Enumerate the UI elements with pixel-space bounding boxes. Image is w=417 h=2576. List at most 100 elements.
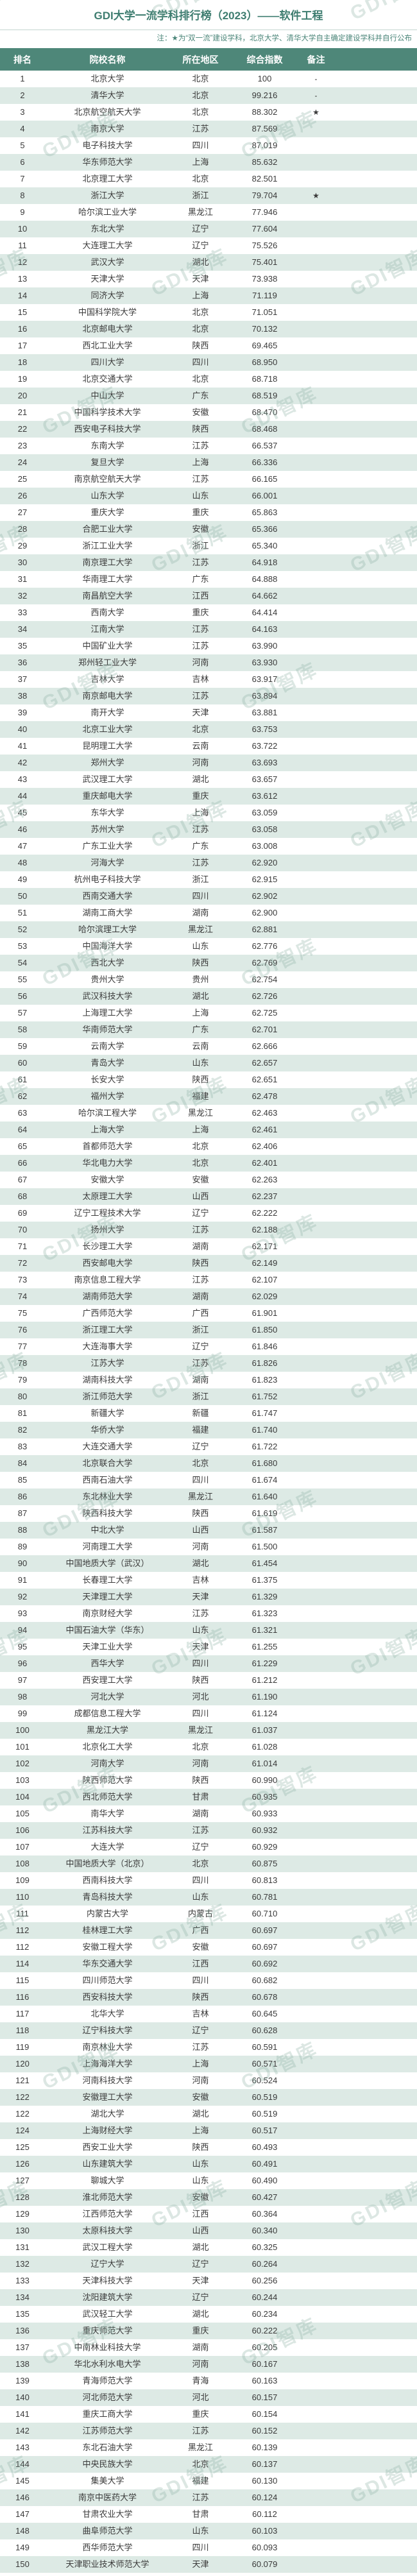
- region-cell: 江苏: [192, 1608, 209, 1618]
- index-cell: 60.340: [251, 2226, 278, 2235]
- table-row: 143 东北石油大学 黑龙江 60.139: [0, 2439, 417, 2456]
- university-name-cell: 中国矿业大学: [82, 641, 133, 651]
- rank-cell: 100: [15, 1725, 30, 1735]
- index-cell: 61.500: [251, 1542, 278, 1551]
- index-cell: 60.519: [251, 2092, 278, 2102]
- region-cell: 吉林: [192, 2009, 209, 2018]
- index-cell: 63.753: [251, 724, 278, 734]
- university-name-cell: 重庆大学: [90, 508, 124, 517]
- rank-cell: 67: [17, 1175, 28, 1184]
- region-cell: 广东: [192, 841, 209, 851]
- rank-cell: 55: [17, 975, 28, 984]
- index-cell: 79.704: [251, 191, 278, 200]
- table-row: 92 天津理工大学 天津 61.329: [0, 1589, 417, 1605]
- index-cell: 63.930: [251, 658, 278, 667]
- index-cell: 68.519: [251, 391, 278, 400]
- index-cell: 60.491: [251, 2159, 278, 2169]
- rank-cell: 125: [15, 2142, 30, 2152]
- index-cell: 61.722: [251, 1442, 278, 1451]
- region-cell: 天津: [192, 1642, 209, 1651]
- region-cell: 重庆: [192, 2326, 209, 2335]
- university-name-cell: 中国地质大学（武汉）: [65, 1558, 149, 1568]
- region-cell: 安徽: [192, 524, 209, 534]
- university-name-cell: 北京大学: [90, 74, 124, 83]
- table-row: 140 河北师范大学 河北 60.157: [0, 2389, 417, 2406]
- table-row: 1 北京大学 北京 100 -: [0, 71, 417, 87]
- table-row: 56 武汉科技大学 湖北 62.726: [0, 988, 417, 1005]
- rank-cell: 18: [17, 357, 28, 367]
- table-row: 77 大连海事大学 辽宁 61.846: [0, 1338, 417, 1355]
- rank-cell: 97: [17, 1675, 28, 1685]
- rank-cell: 72: [17, 1258, 28, 1268]
- university-name-cell: 太原理工大学: [82, 1191, 133, 1201]
- region-cell: 湖北: [192, 2242, 209, 2252]
- table-row: 114 华东交通大学 江西 60.692: [0, 1956, 417, 1972]
- university-name-cell: 中国科学院大学: [78, 307, 137, 317]
- university-name-cell: 东北林业大学: [82, 1492, 133, 1501]
- rank-cell: 132: [15, 2259, 30, 2269]
- index-cell: 60.519: [251, 2109, 278, 2119]
- table-row: 103 陕西师范大学 陕西 60.990: [0, 1772, 417, 1789]
- index-cell: 61.826: [251, 1358, 278, 1368]
- index-cell: 61.619: [251, 1508, 278, 1518]
- university-name-cell: 湖南工商大学: [82, 908, 133, 917]
- index-cell: 62.881: [251, 925, 278, 934]
- rank-cell: 146: [15, 2493, 30, 2502]
- index-cell: 60.222: [251, 2326, 278, 2335]
- rank-cell: 24: [17, 457, 28, 467]
- rank-cell: 60: [17, 1058, 28, 1068]
- university-name-cell: 南京信息工程大学: [74, 1275, 141, 1284]
- university-name-cell: 安徽工程大学: [82, 1942, 133, 1952]
- rank-cell: 85: [17, 1475, 28, 1485]
- university-name-cell: 河南理工大学: [82, 1542, 133, 1551]
- region-cell: 北京: [192, 107, 209, 117]
- rank-cell: 15: [17, 307, 28, 317]
- index-cell: 60.157: [251, 2393, 278, 2402]
- university-name-cell: 江苏师范大学: [82, 2426, 133, 2435]
- university-name-cell: 江南大学: [90, 624, 124, 634]
- university-name-cell: 南京邮电大学: [82, 691, 133, 701]
- rank-cell: 81: [17, 1408, 28, 1418]
- rank-cell: 116: [15, 1992, 30, 2002]
- university-name-cell: 西安科技大学: [82, 1992, 133, 2002]
- index-cell: 60.493: [251, 2142, 278, 2152]
- region-cell: 山西: [192, 1525, 209, 1535]
- region-cell: 江苏: [192, 2426, 209, 2435]
- region-cell: 北京: [192, 174, 209, 183]
- rank-cell: 94: [17, 1625, 28, 1635]
- table-row: 148 曲阜师范大学 山东 60.103: [0, 2523, 417, 2539]
- region-cell: 四川: [192, 1975, 209, 1985]
- region-cell: 江苏: [192, 1358, 209, 1368]
- index-cell: 62.900: [251, 908, 278, 917]
- university-name-cell: 福州大学: [90, 1091, 124, 1101]
- region-cell: 辽宁: [192, 1442, 209, 1451]
- rank-cell: 63: [17, 1108, 28, 1118]
- rank-cell: 49: [17, 874, 28, 884]
- table-row: 81 新疆大学 新疆 61.747: [0, 1405, 417, 1422]
- table-row: 59 云南大学 云南 62.666: [0, 1038, 417, 1055]
- university-name-cell: 北京航空航天大学: [74, 107, 141, 117]
- university-name-cell: 西南交通大学: [82, 891, 133, 901]
- index-cell: 60.163: [251, 2376, 278, 2385]
- region-cell: 北京: [192, 1141, 209, 1151]
- rank-cell: 48: [17, 858, 28, 867]
- region-cell: 湖北: [192, 2109, 209, 2119]
- region-cell: 山东: [192, 941, 209, 951]
- university-name-cell: 陕西科技大学: [82, 1508, 133, 1518]
- university-name-cell: 长春理工大学: [82, 1575, 133, 1585]
- index-cell: 60.093: [251, 2543, 278, 2552]
- rank-cell: 53: [17, 941, 28, 951]
- rank-cell: 112: [15, 1942, 30, 1952]
- index-cell: 62.478: [251, 1091, 278, 1101]
- table-row: 46 苏州大学 江苏 63.058: [0, 821, 417, 838]
- rank-cell: 76: [17, 1325, 28, 1335]
- university-name-cell: 清华大学: [90, 90, 124, 100]
- university-name-cell: 北华大学: [90, 2009, 124, 2018]
- index-cell: 60.137: [251, 2459, 278, 2469]
- table-row: 58 华南师范大学 广东 62.701: [0, 1021, 417, 1038]
- rank-cell: 80: [17, 1392, 28, 1401]
- index-cell: 62.902: [251, 891, 278, 901]
- university-name-cell: 南京航空航天大学: [74, 474, 141, 484]
- region-cell: 福建: [192, 1091, 209, 1101]
- rank-cell: 64: [17, 1125, 28, 1134]
